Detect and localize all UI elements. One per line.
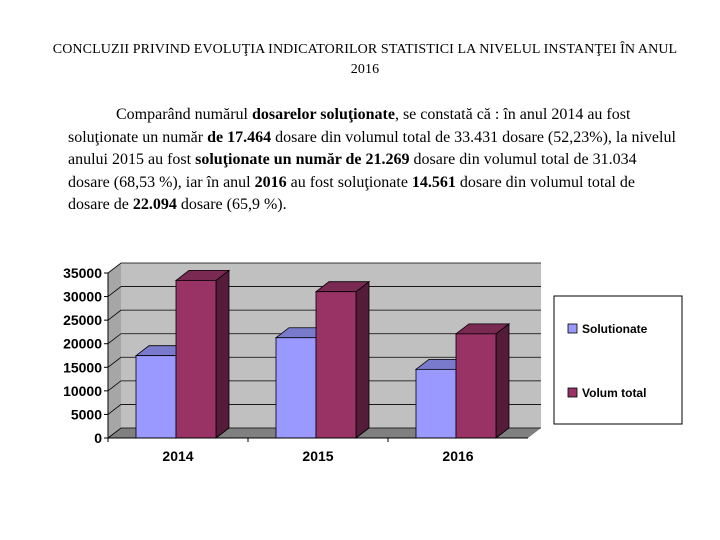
y-tick-label: 20000 [63, 336, 102, 352]
bar-front [135, 355, 177, 439]
y-tick-label: 5000 [71, 406, 102, 422]
y-tick-label: 10000 [63, 383, 102, 399]
bar-front [175, 279, 217, 439]
gridline [107, 356, 541, 368]
y-tick-label: 15000 [63, 359, 102, 375]
paragraph-run: dosare din volumul total de 31.034 dosar… [68, 151, 637, 191]
gridline [107, 262, 541, 274]
gridline [107, 427, 541, 439]
chart-side-wall [108, 263, 121, 438]
legend-swatch-solutionate [567, 323, 578, 334]
paragraph-run: dosare din volumul total de 33.431 dosar… [68, 128, 676, 169]
bar-side [495, 323, 510, 439]
gridline [107, 333, 541, 345]
paragraph-run: Comparând numărul [116, 106, 252, 123]
summary-paragraph: Comparând numărul dosarelor soluţionate,… [68, 104, 678, 217]
y-tick-label: 25000 [63, 312, 102, 328]
x-tick-label: 2015 [302, 448, 333, 464]
legend-box [553, 295, 683, 425]
gridline [107, 286, 541, 297]
paragraph-run: dosare din volumul total de dosare de [68, 173, 635, 214]
paragraph-bold-run: 2016 [254, 173, 287, 191]
x-tick-label: 2016 [442, 448, 473, 464]
page-title: CONCLUZII PRIVIND EVOLUŢIA INDICATORILOR… [52, 42, 678, 77]
paragraph-bold-run: de 17.464 [207, 128, 272, 146]
legend-swatch-volum-total [567, 387, 578, 398]
paragraph-bold-run: dosarelor soluţionate [251, 106, 395, 123]
y-tick-label: 30000 [63, 289, 102, 305]
paragraph-text: Comparând numărul dosarelor soluţionate,… [68, 106, 676, 213]
x-tick-label: 2014 [162, 448, 193, 464]
bar-volum-total-2014 [174, 269, 231, 439]
bar-front [275, 337, 317, 439]
y-tick-label: 0 [94, 430, 102, 446]
bar-front [415, 368, 457, 439]
gridline [107, 309, 541, 321]
paragraph-bold-run: soluţionate un număr de 21.269 [195, 151, 410, 168]
gridline [107, 380, 541, 392]
paragraph-run: au fost soluţionate [286, 173, 412, 191]
paragraph-run: , se constată că : în anul 2014 au fost … [68, 106, 631, 146]
bar-front [455, 333, 497, 439]
chart-bars [134, 269, 511, 439]
chart-axis: 0 5000 10000 15000 20000 25000 30000 35000 2014 2… [63, 265, 528, 464]
bar-side [355, 280, 370, 439]
bar-side [215, 269, 230, 439]
y-tick-label: 35000 [63, 265, 102, 281]
chart-legend: Solutionate Volum total [553, 295, 683, 425]
paragraph-bold-run: 14.561 [411, 173, 456, 191]
bar-volum-total-2015 [314, 280, 371, 439]
legend-label-volum-total: Volum total [582, 386, 646, 400]
bar-front [315, 291, 357, 439]
gridline [107, 404, 541, 415]
bar-volum-total-2016 [454, 323, 511, 439]
legend-label-solutionate: Solutionate [582, 322, 648, 336]
paragraph-bold-run: 22.094 [132, 196, 177, 213]
paragraph-run: dosare (65,9 %). [176, 196, 287, 213]
